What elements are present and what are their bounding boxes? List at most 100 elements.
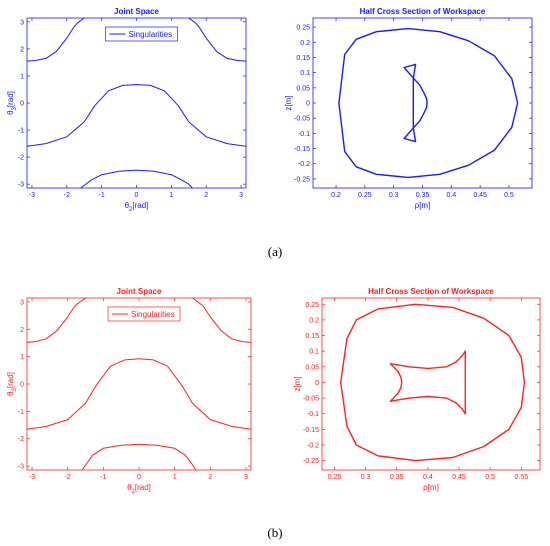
x-axis-label: θ2[rad] bbox=[127, 483, 151, 495]
y-tick-label: 0.15 bbox=[305, 333, 319, 340]
x-tick-label: 0.35 bbox=[390, 474, 404, 481]
y-tick-label: -2 bbox=[18, 436, 24, 443]
y-tick-label: -3 bbox=[18, 464, 24, 471]
y-tick-label: 0 bbox=[20, 382, 24, 389]
x-axis-label: ρ[m] bbox=[423, 483, 439, 492]
x-tick-label: -3 bbox=[29, 192, 35, 199]
y-tick-label: -1 bbox=[18, 409, 24, 416]
x-tick-label: 3 bbox=[239, 192, 243, 199]
series-line-2 bbox=[26, 84, 247, 147]
legend-label: Singularities bbox=[131, 310, 175, 319]
series-line-3 bbox=[389, 395, 466, 415]
y-tick-label: 3 bbox=[20, 19, 24, 26]
x-tick-label: 0.5 bbox=[485, 474, 495, 481]
y-tick-label: 0 bbox=[306, 101, 310, 108]
series-line-1 bbox=[192, 297, 252, 343]
y-tick-label: 0.25 bbox=[305, 302, 319, 309]
x-tick-label: 0.3 bbox=[361, 474, 371, 481]
x-tick-label: 0.5 bbox=[504, 192, 514, 199]
x-tick-label: 0.4 bbox=[446, 192, 456, 199]
axes-box bbox=[26, 17, 247, 189]
caption-a: (a) bbox=[267, 244, 283, 259]
y-tick-label: -3 bbox=[18, 182, 24, 189]
x-tick-label: 0.25 bbox=[358, 192, 372, 199]
legend-box bbox=[107, 306, 181, 322]
y-tick-label: -0.15 bbox=[294, 146, 310, 153]
chart-title: Joint Space bbox=[114, 7, 159, 16]
x-tick-label: 0 bbox=[137, 474, 141, 481]
chart-title: Half Cross Section of Workspace bbox=[368, 287, 494, 296]
x-tick-label: 0.4 bbox=[423, 474, 433, 481]
series-line-0 bbox=[26, 297, 86, 343]
series-line-4 bbox=[389, 363, 403, 402]
y-tick-label: 0.05 bbox=[305, 364, 319, 371]
y-tick-label: -0.2 bbox=[307, 442, 319, 449]
y-tick-label: -0.25 bbox=[294, 176, 310, 183]
y-tick-label: -0.05 bbox=[294, 116, 310, 123]
y-tick-label: 0.2 bbox=[309, 317, 319, 324]
x-tick-label: 1 bbox=[173, 474, 177, 481]
x-tick-label: 1 bbox=[169, 192, 173, 199]
x-tick-label: 0.35 bbox=[416, 192, 430, 199]
series-line-0 bbox=[338, 27, 519, 179]
x-tick-label: -1 bbox=[100, 474, 106, 481]
y-tick-label: 0.25 bbox=[296, 25, 310, 32]
x-tick-label: 2 bbox=[204, 192, 208, 199]
series-line-1 bbox=[188, 17, 247, 62]
chart-title: Half Cross Section of Workspace bbox=[360, 7, 486, 16]
x-tick-label: 0.25 bbox=[328, 474, 342, 481]
series-line-2 bbox=[26, 358, 252, 430]
series-line-1 bbox=[389, 350, 466, 370]
chart-b-workspace: 0.25 0.3 0.35 0.4 0.45 0.5 0.55 -0.25 -0.2 -0.15 -… bbox=[293, 287, 541, 492]
x-tick-label: 0.3 bbox=[389, 192, 399, 199]
series-line-4 bbox=[412, 77, 428, 129]
y-tick-label: -0.1 bbox=[298, 131, 310, 138]
legend-box bbox=[105, 26, 178, 42]
y-tick-label: -0.2 bbox=[298, 161, 310, 168]
series-line-2 bbox=[403, 127, 417, 143]
x-tick-label: 0 bbox=[135, 192, 139, 199]
legend-label: Singularities bbox=[129, 30, 173, 39]
series-line-0 bbox=[340, 303, 526, 462]
y-axis-label: θ3[rad] bbox=[6, 91, 18, 115]
y-tick-label: 0.05 bbox=[296, 85, 310, 92]
y-tick-label: -1 bbox=[18, 128, 24, 135]
y-tick-label: 2 bbox=[20, 327, 24, 334]
chart-title: Joint Space bbox=[117, 287, 162, 296]
y-tick-label: 1 bbox=[20, 73, 24, 80]
y-tick-label: 0.1 bbox=[309, 349, 319, 356]
x-tick-label: 2 bbox=[208, 474, 212, 481]
x-tick-label: -2 bbox=[64, 192, 70, 199]
chart-a-workspace: 0.2 0.25 0.3 0.35 0.4 0.45 0.5 -0.25 -0.2 -0.15 -0… bbox=[284, 7, 533, 210]
x-tick-label: -1 bbox=[99, 192, 105, 199]
y-axis-label: z[m] bbox=[284, 95, 293, 110]
y-tick-label: 1 bbox=[20, 354, 24, 361]
x-tick-label: -2 bbox=[65, 474, 71, 481]
y-tick-label: -0.25 bbox=[303, 458, 319, 465]
y-tick-label: 2 bbox=[20, 46, 24, 53]
series-line-1 bbox=[403, 63, 417, 79]
x-axis-label: θ2[rad] bbox=[125, 201, 149, 213]
x-tick-label: 0.55 bbox=[515, 474, 529, 481]
x-axis-label: ρ[m] bbox=[415, 201, 431, 210]
x-tick-label: 0.45 bbox=[452, 474, 466, 481]
y-axis-label: z[m] bbox=[293, 376, 302, 391]
series-line-3 bbox=[81, 443, 197, 471]
series-line-0 bbox=[26, 17, 85, 62]
x-tick-label: 0.2 bbox=[331, 192, 341, 199]
axes-box bbox=[321, 297, 541, 471]
y-tick-label: 0 bbox=[20, 101, 24, 108]
series-line-3 bbox=[80, 169, 193, 189]
y-tick-label: 3 bbox=[20, 299, 24, 306]
y-tick-label: 0.2 bbox=[300, 40, 310, 47]
axes-box bbox=[312, 17, 533, 189]
y-tick-label: -0.15 bbox=[303, 427, 319, 434]
y-tick-label: -2 bbox=[18, 155, 24, 162]
y-tick-label: 0.1 bbox=[300, 70, 310, 77]
caption-b: (b) bbox=[267, 525, 283, 540]
x-tick-label: -3 bbox=[29, 474, 35, 481]
chart-a-joint: -3 -2 -1 0 1 2 3 -3 -2 -1 0 1 2 3 Joint Space θ2[rad] θ3… bbox=[6, 7, 247, 213]
x-tick-label: 0.45 bbox=[473, 192, 487, 199]
y-tick-label: 0 bbox=[315, 380, 319, 387]
